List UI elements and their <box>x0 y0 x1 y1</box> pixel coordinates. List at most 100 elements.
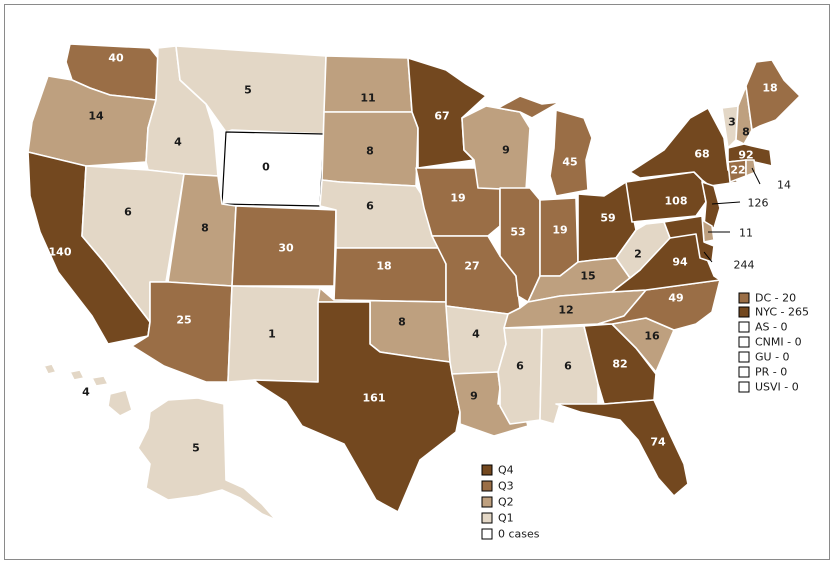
territory-label: PR - 0 <box>755 366 787 379</box>
territory-label: AS - 0 <box>755 321 787 334</box>
label-ca: 140 <box>49 246 72 259</box>
label-nj: 126 <box>748 197 769 210</box>
label-de: 11 <box>739 227 753 240</box>
label-al: 6 <box>564 360 572 373</box>
label-ma: 92 <box>738 149 753 162</box>
label-ut: 8 <box>201 222 209 235</box>
label-il: 53 <box>510 226 525 239</box>
legend-label: Q1 <box>498 512 514 525</box>
label-id: 4 <box>174 136 182 149</box>
state-tx <box>253 301 461 513</box>
state-az <box>131 281 233 383</box>
label-hi: 4 <box>82 386 90 399</box>
leader-lines <box>703 167 761 263</box>
legend-swatch <box>481 464 493 476</box>
label-md: 244 <box>734 259 755 272</box>
label-ok: 8 <box>398 316 406 329</box>
label-sd: 8 <box>366 145 374 158</box>
state-nj <box>701 181 721 229</box>
label-mo: 27 <box>464 260 479 273</box>
state-in <box>539 197 579 277</box>
label-ms: 6 <box>516 360 524 373</box>
label-oh: 59 <box>600 212 615 225</box>
state-il <box>499 187 541 303</box>
territory-label: DC - 20 <box>755 292 796 305</box>
label-ar: 4 <box>472 328 480 341</box>
label-co: 30 <box>278 242 294 255</box>
legend-label: Q3 <box>498 480 514 493</box>
label-nv: 6 <box>124 206 132 219</box>
label-wv: 2 <box>634 248 642 261</box>
label-tn: 12 <box>558 304 573 317</box>
territory-label: CNMI - 0 <box>755 336 802 349</box>
territory-item: GU - 0 <box>738 351 790 364</box>
label-fl: 74 <box>650 436 666 449</box>
map-frame <box>4 4 830 560</box>
state-me <box>745 59 801 131</box>
label-wy: 0 <box>262 161 270 174</box>
legend-item: 0 cases <box>481 528 540 541</box>
legend-swatch <box>481 512 493 524</box>
label-ky: 15 <box>580 270 595 283</box>
state-nc <box>597 279 721 331</box>
legend-label: 0 cases <box>498 528 540 541</box>
label-ne: 6 <box>366 200 374 213</box>
legend-swatch <box>481 496 493 508</box>
territory-swatch <box>738 292 750 304</box>
territory-item: AS - 0 <box>738 321 787 334</box>
label-ny: 68 <box>694 148 709 161</box>
territory-label: NYC - 265 <box>755 306 809 319</box>
label-mi: 45 <box>562 156 577 169</box>
territory-label: USVI - 0 <box>755 381 799 394</box>
label-sc: 16 <box>644 330 660 343</box>
state-nh <box>735 85 753 145</box>
legend-item: Q2 <box>481 496 514 509</box>
label-va: 94 <box>672 256 688 269</box>
state-ms <box>497 327 543 425</box>
territory-item: NYC - 265 <box>738 306 809 319</box>
label-ga: 82 <box>612 358 627 371</box>
state-mi <box>497 95 593 197</box>
territory-label: GU - 0 <box>755 351 790 364</box>
label-mt: 5 <box>244 84 252 97</box>
label-ri: 14 <box>777 179 791 192</box>
label-in: 19 <box>552 224 567 237</box>
label-az: 25 <box>176 314 191 327</box>
territory-swatch <box>738 306 750 318</box>
label-nc: 49 <box>668 292 683 305</box>
territory-item: CNMI - 0 <box>738 336 802 349</box>
label-ia: 19 <box>450 192 465 205</box>
legend-item: Q3 <box>481 480 514 493</box>
label-ct: 22 <box>730 164 745 177</box>
territory-swatch <box>738 381 750 393</box>
state-ak <box>137 397 277 521</box>
legend-item: Q1 <box>481 512 514 525</box>
territory-item: PR - 0 <box>738 366 787 379</box>
state-wy <box>221 131 325 207</box>
label-ks: 18 <box>376 260 391 273</box>
legend-label: Q4 <box>498 464 514 477</box>
quartile-legend: Q4 Q3 Q2 Q1 0 cases <box>481 464 540 541</box>
label-nm: 1 <box>268 328 276 341</box>
state-hi <box>43 363 133 417</box>
legend-swatch <box>481 528 493 540</box>
label-la: 9 <box>470 390 478 403</box>
territory-swatch <box>738 351 750 363</box>
label-nd: 11 <box>360 92 375 105</box>
territory-swatch <box>738 321 750 333</box>
label-or: 14 <box>88 110 104 123</box>
label-mn: 67 <box>434 110 449 123</box>
label-wi: 9 <box>502 144 510 157</box>
label-pa: 108 <box>665 195 688 208</box>
label-vt: 3 <box>728 116 736 129</box>
label-ak: 5 <box>192 442 200 455</box>
territory-swatch <box>738 336 750 348</box>
legend-swatch <box>481 480 493 492</box>
label-wa: 40 <box>108 52 124 65</box>
territories-legend: DC - 20 NYC - 265 AS - 0 CNMI - 0 GU - 0… <box>738 292 809 394</box>
state-wi <box>461 105 531 191</box>
label-me: 18 <box>762 82 777 95</box>
legend-label: Q2 <box>498 496 514 509</box>
state-ks <box>333 247 447 303</box>
